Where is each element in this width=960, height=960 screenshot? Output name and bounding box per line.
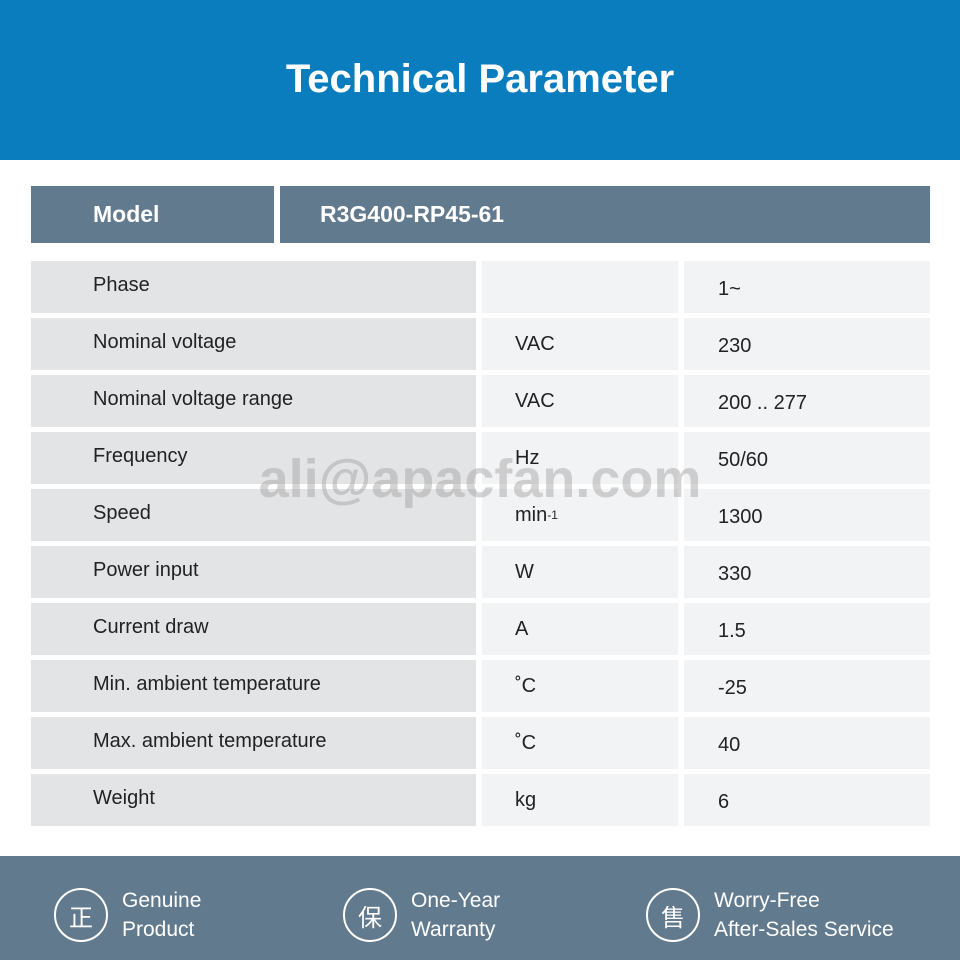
table-row: Power input W 330: [31, 546, 930, 598]
unit-text: W: [515, 560, 534, 583]
table-row: Max. ambient temperature ˚C 40: [31, 717, 930, 769]
feature-after-sales: 售 Worry-Free After-Sales Service: [646, 886, 894, 944]
genuine-seal-icon: 正: [54, 888, 108, 942]
table-row: Min. ambient temperature ˚C -25: [31, 660, 930, 712]
parameter-value: 6: [684, 774, 930, 826]
model-label: Model: [31, 186, 274, 243]
parameter-value: 230: [684, 318, 930, 370]
table-row: Phase 1~: [31, 261, 930, 313]
feature-line: Warranty: [411, 918, 496, 941]
footer-features: 正 Genuine Product 保 One-Year Warranty 售 Wo…: [0, 856, 960, 960]
service-seal-icon: 售: [646, 888, 700, 942]
unit-text: VAC: [515, 332, 555, 355]
table-row: Nominal voltage VAC 230: [31, 318, 930, 370]
parameter-unit: W: [482, 546, 678, 598]
parameter-name: Nominal voltage range: [31, 375, 476, 427]
feature-line: One-Year: [411, 889, 501, 912]
parameter-name: Max. ambient temperature: [31, 717, 476, 769]
parameter-unit: VAC: [482, 375, 678, 427]
parameter-unit: VAC: [482, 318, 678, 370]
unit-text: Hz: [515, 446, 540, 469]
table-row: Nominal voltage range VAC 200 .. 277: [31, 375, 930, 427]
parameter-unit: ˚C: [482, 660, 678, 712]
feature-line: After-Sales Service: [714, 918, 894, 941]
parameter-unit: kg: [482, 774, 678, 826]
parameter-unit: A: [482, 603, 678, 655]
parameter-value: 1~: [684, 261, 930, 313]
feature-line: Worry-Free: [714, 889, 820, 912]
page-title: Technical Parameter: [285, 56, 675, 101]
parameter-name: Phase: [31, 261, 476, 313]
unit-text: min: [515, 503, 548, 526]
title-banner: Technical Parameter: [0, 0, 960, 160]
parameter-value: 40: [684, 717, 930, 769]
parameter-name: Weight: [31, 774, 476, 826]
parameter-value: 330: [684, 546, 930, 598]
feature-line: Genuine: [122, 889, 202, 912]
parameter-unit: ˚C: [482, 717, 678, 769]
parameter-value: 1300: [684, 489, 930, 541]
parameter-value: 1.5: [684, 603, 930, 655]
parameter-name: Min. ambient temperature: [31, 660, 476, 712]
parameter-name: Power input: [31, 546, 476, 598]
unit-text: VAC: [515, 389, 555, 412]
parameter-unit: [482, 261, 678, 313]
parameter-value: -25: [684, 660, 930, 712]
unit-text: kg: [515, 788, 537, 811]
feature-warranty: 保 One-Year Warranty: [343, 886, 500, 944]
table-row: Weight kg 6: [31, 774, 930, 826]
table-row: Current draw A 1.5: [31, 603, 930, 655]
model-value: R3G400-RP45-61: [280, 186, 930, 243]
unit-superscript: -1: [547, 508, 558, 522]
feature-genuine-product: 正 Genuine Product: [54, 886, 201, 944]
parameter-name: Speed: [31, 489, 476, 541]
feature-line: Product: [122, 918, 195, 941]
parameter-unit: Hz: [482, 432, 678, 484]
parameter-name: Nominal voltage: [31, 318, 476, 370]
warranty-seal-icon: 保: [343, 888, 397, 942]
table-row: Frequency Hz 50/60: [31, 432, 930, 484]
parameter-value: 50/60: [684, 432, 930, 484]
parameter-name: Frequency: [31, 432, 476, 484]
unit-text: ˚C: [515, 674, 537, 697]
table-row: Speed min -1 1300: [31, 489, 930, 541]
parameter-value: 200 .. 277: [684, 375, 930, 427]
parameter-name: Current draw: [31, 603, 476, 655]
unit-text: A: [515, 617, 529, 640]
unit-text: ˚C: [515, 731, 537, 754]
parameter-unit: min -1: [482, 489, 678, 541]
